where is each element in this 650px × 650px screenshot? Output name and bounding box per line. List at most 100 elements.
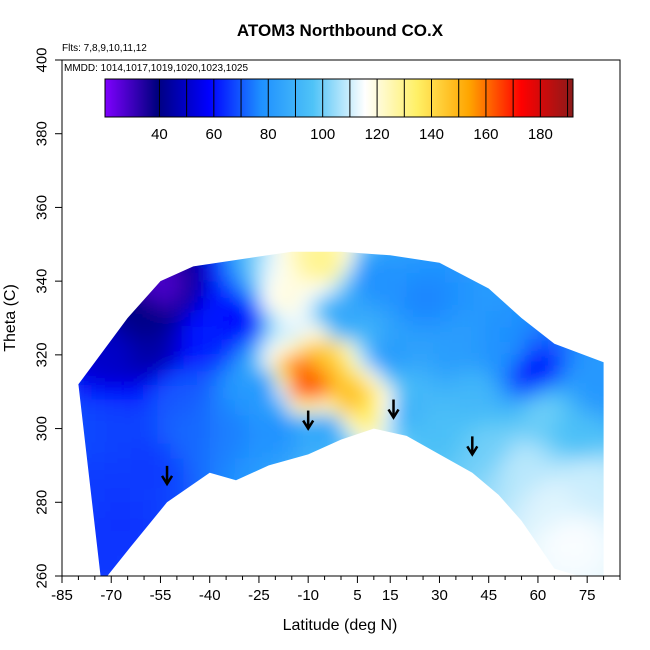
field-cell xyxy=(301,458,316,474)
field-cell xyxy=(406,413,421,429)
field-cell xyxy=(130,354,145,371)
field-cell xyxy=(380,222,394,237)
field-cell xyxy=(537,546,552,562)
field-cell xyxy=(91,251,106,253)
field-cell xyxy=(577,517,591,533)
field-cell xyxy=(222,399,237,415)
field-cell xyxy=(617,458,631,473)
field-cell xyxy=(236,222,250,237)
field-cell xyxy=(104,458,119,474)
field-cell xyxy=(406,266,421,282)
field-cell xyxy=(170,384,184,400)
field-cell xyxy=(419,458,434,474)
field-cell xyxy=(551,487,565,503)
colorbar-tick-label: 60 xyxy=(205,126,222,143)
field-cell xyxy=(288,531,303,547)
field-cell xyxy=(222,251,237,253)
field-cell xyxy=(104,399,119,415)
field-cell xyxy=(472,531,486,547)
field-cell xyxy=(511,399,526,415)
field-cell xyxy=(472,281,486,297)
field-cell xyxy=(249,310,263,326)
field-cell xyxy=(459,428,473,444)
field-cell xyxy=(78,443,92,459)
field-cell xyxy=(524,531,539,547)
field-cell xyxy=(249,517,263,533)
field-cell xyxy=(341,458,355,474)
field-cell xyxy=(617,355,631,370)
field-cell xyxy=(78,266,92,282)
field-cell xyxy=(577,502,591,518)
field-cell xyxy=(130,369,145,385)
field-cell xyxy=(432,251,447,267)
field-cell xyxy=(157,266,171,282)
field-cell xyxy=(249,399,263,415)
field-cell xyxy=(117,251,132,267)
field-cell xyxy=(314,487,329,503)
field-cell xyxy=(236,531,250,547)
field-cell xyxy=(78,384,79,400)
field-cell xyxy=(315,222,329,237)
field-cell xyxy=(446,561,460,576)
field-cell xyxy=(249,502,263,518)
field-cell xyxy=(222,458,237,474)
field-cell xyxy=(419,517,434,533)
field-cell xyxy=(275,340,289,356)
field-cell xyxy=(419,354,434,371)
field-cell xyxy=(275,546,289,562)
field-cell xyxy=(432,517,447,533)
field-cell xyxy=(288,399,303,415)
field-cell xyxy=(406,502,421,518)
field-cell xyxy=(288,517,303,533)
field-cell xyxy=(511,310,526,326)
field-cell xyxy=(91,428,106,444)
field-cell xyxy=(393,354,408,371)
field-cell xyxy=(104,295,119,312)
field-cell xyxy=(590,354,604,371)
field-cell xyxy=(78,517,92,533)
field-cell xyxy=(157,384,171,400)
field-cell xyxy=(406,443,421,459)
field-cell xyxy=(262,222,276,237)
field-cell xyxy=(170,340,184,356)
field-cell xyxy=(157,295,171,312)
field-cell xyxy=(590,310,604,326)
field-cell xyxy=(524,458,539,474)
field-cell xyxy=(196,340,211,356)
field-cell xyxy=(367,517,381,533)
field-cell xyxy=(223,222,237,237)
field-cell xyxy=(170,487,184,503)
field-cell xyxy=(209,472,224,488)
field-cell xyxy=(91,251,106,267)
field-cell xyxy=(604,517,618,532)
x-tick-label: -40 xyxy=(199,587,221,604)
field-cell xyxy=(590,266,604,282)
field-cell xyxy=(78,428,92,444)
field-cell xyxy=(78,458,79,474)
colorbar-scale xyxy=(104,78,574,118)
field-cell xyxy=(157,546,171,562)
field-cell xyxy=(327,295,342,312)
field-cell xyxy=(130,502,145,518)
field-cell xyxy=(617,561,631,576)
field-cell xyxy=(406,295,421,312)
field-cell xyxy=(104,428,119,444)
field-cell xyxy=(78,399,79,415)
field-cell xyxy=(104,266,119,282)
field-cell xyxy=(314,546,329,562)
field-cell xyxy=(354,281,368,297)
field-cell xyxy=(459,251,473,253)
field-cell xyxy=(472,340,486,356)
field-cell xyxy=(485,340,499,356)
field-cell xyxy=(249,487,263,503)
field-cell xyxy=(419,399,434,415)
field-cell xyxy=(498,251,513,253)
field-cell xyxy=(275,384,289,400)
field-cell xyxy=(472,399,486,415)
field-cell xyxy=(577,222,591,237)
field-cell xyxy=(117,428,132,444)
field-cell xyxy=(537,458,552,474)
field-cell xyxy=(591,222,605,237)
field-cell xyxy=(91,561,106,576)
field-cell xyxy=(393,531,408,547)
